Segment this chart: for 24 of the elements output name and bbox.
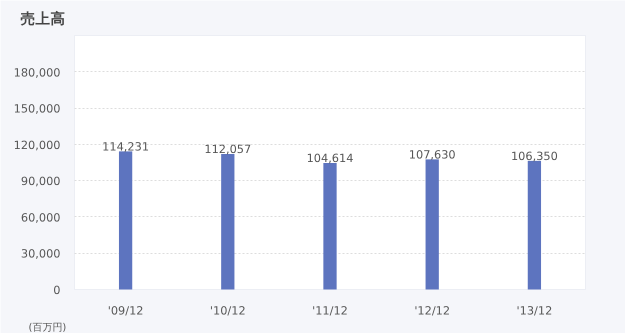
bar [426, 159, 439, 290]
y-tick-label: 30,000 [20, 246, 61, 261]
data-label: 107,630 [408, 147, 456, 162]
x-tick-label: '13/12 [516, 304, 552, 318]
data-label: 104,614 [306, 150, 354, 165]
y-tick-label: 60,000 [20, 210, 61, 224]
y-tick-label: 150,000 [14, 102, 61, 116]
data-label: 112,057 [204, 142, 252, 156]
x-tick-label: '11/12 [312, 304, 348, 318]
y-tick-label: 0 [53, 283, 61, 297]
data-label: 106,350 [510, 148, 558, 163]
x-tick-label: '12/12 [414, 304, 450, 318]
x-tick-label: '09/12 [108, 304, 144, 318]
bar [528, 160, 542, 290]
bar [323, 162, 337, 290]
y-tick-label: 120,000 [14, 138, 61, 152]
data-label: 114,231 [102, 139, 150, 154]
chart-title: 売上高 [20, 10, 66, 28]
bar [118, 151, 132, 290]
y-tick-label: 90,000 [20, 174, 61, 188]
x-tick-label: '10/12 [210, 304, 246, 318]
bar [221, 154, 234, 290]
text: (百万円) [28, 322, 66, 333]
y-tick-label: 180,000 [14, 65, 61, 80]
